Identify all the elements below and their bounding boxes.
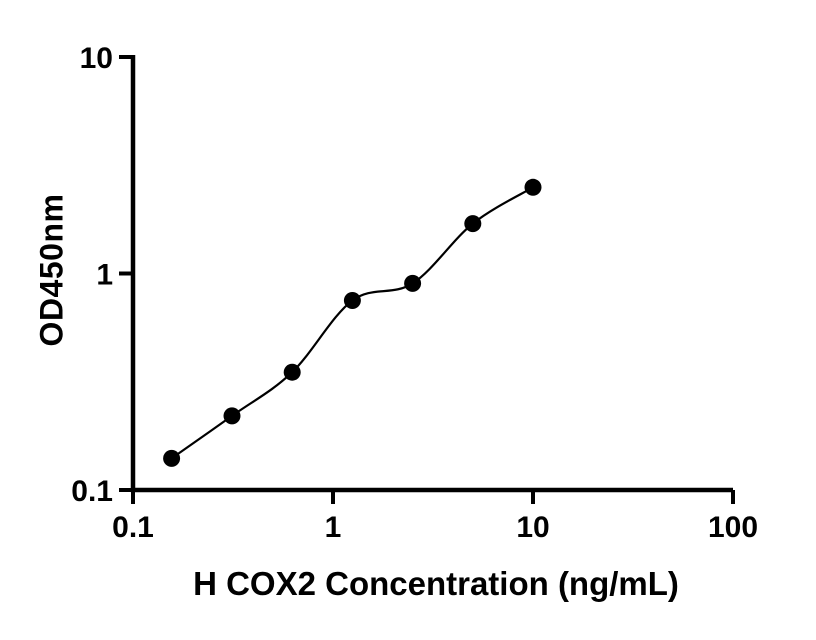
data-point — [464, 215, 482, 233]
data-point — [343, 292, 361, 309]
y-tick-label: 1 — [96, 259, 113, 292]
data-point — [223, 407, 241, 425]
x-tick-label: 10 — [516, 511, 549, 544]
y-tick-label: 0.1 — [71, 475, 113, 508]
data-point — [404, 274, 422, 292]
y-axis-title: OD450nm — [33, 193, 70, 347]
x-tick-label: 0.1 — [112, 511, 154, 544]
axes-frame — [130, 55, 733, 493]
data-point — [524, 178, 542, 196]
data-point — [163, 449, 181, 467]
x-tick-label: 100 — [708, 511, 758, 544]
y-tick-label: 10 — [80, 42, 113, 75]
data-point — [283, 363, 301, 381]
x-axis-title: H COX2 Concentration (ng/mL) — [193, 565, 679, 602]
x-tick-label: 1 — [325, 511, 342, 544]
